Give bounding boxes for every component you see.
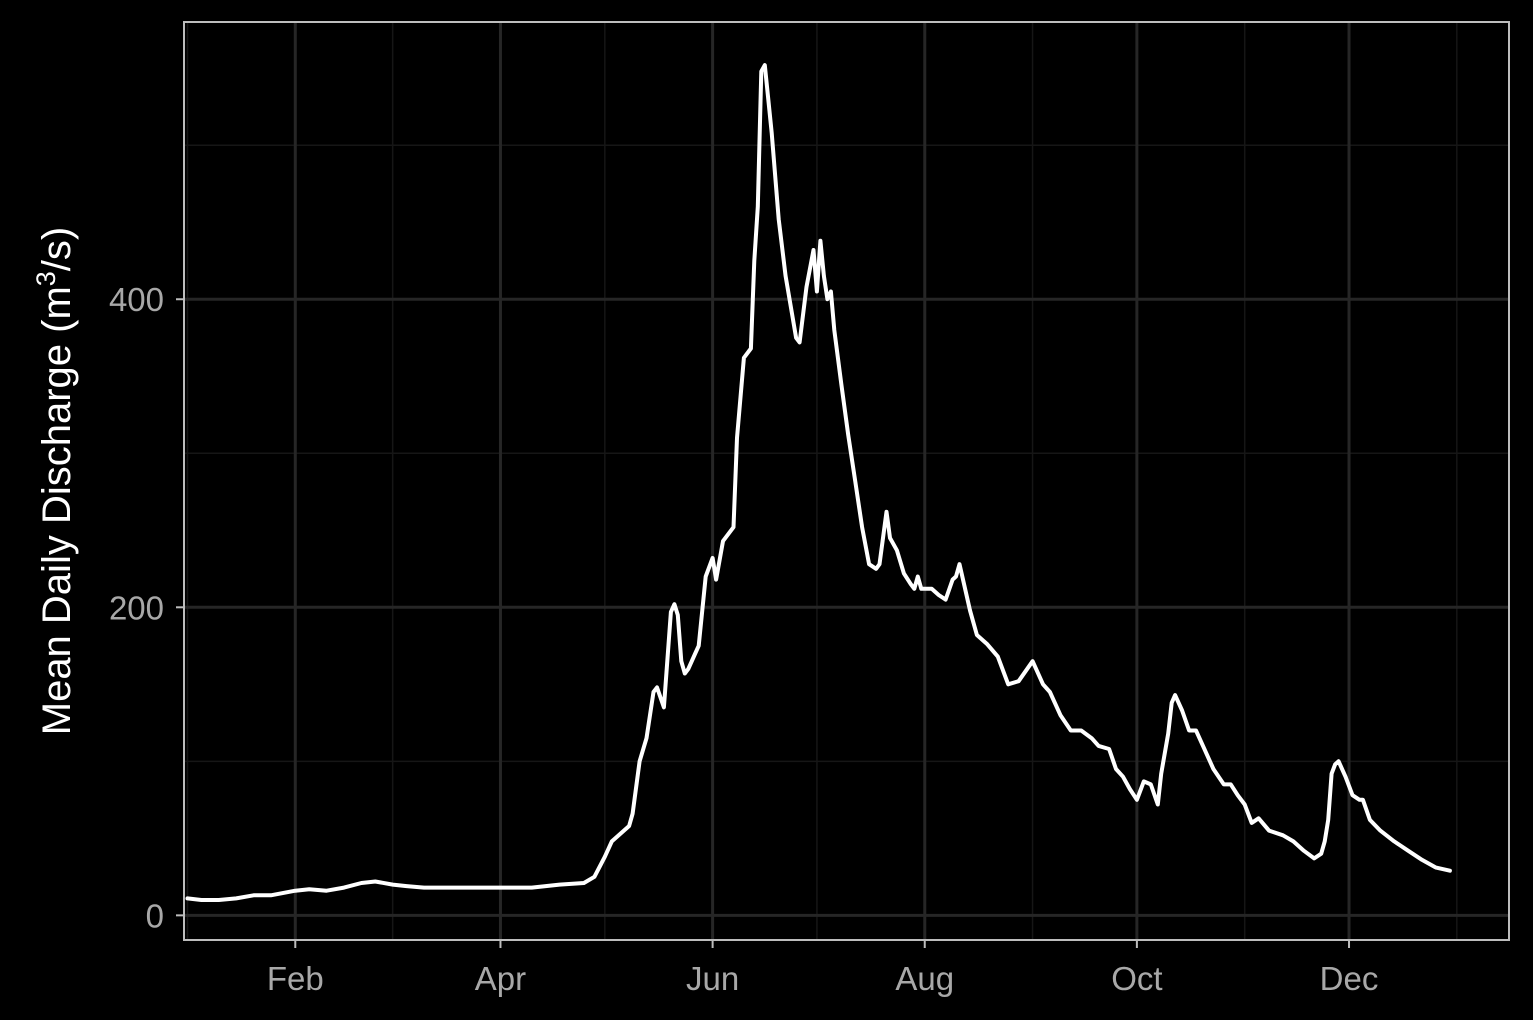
y-axis-title-prefix: Mean Daily Discharge (m <box>35 286 79 735</box>
y-axis-title-suffix: /s) <box>35 227 79 271</box>
minor-gridlines <box>184 22 1509 940</box>
x-tick-label: Feb <box>267 960 324 997</box>
x-tick-label: Jun <box>686 960 739 997</box>
x-tick-label: Oct <box>1111 960 1162 997</box>
plot-panel-border <box>183 21 1510 941</box>
y-tick-label: 200 <box>109 589 164 626</box>
y-axis: 0 200 400 <box>109 281 184 934</box>
x-tick-label: Apr <box>475 960 526 997</box>
y-axis-title: Mean Daily Discharge (m3/s) <box>31 227 79 736</box>
major-gridlines <box>184 22 1509 940</box>
x-axis: Feb Apr Jun Aug Oct Dec <box>267 940 1379 997</box>
y-tick-label: 400 <box>109 281 164 318</box>
x-tick-label: Dec <box>1320 960 1379 997</box>
x-tick-label: Aug <box>895 960 954 997</box>
y-tick-label: 0 <box>146 897 164 934</box>
discharge-series-line <box>185 63 1452 902</box>
y-axis-title-superscript: 3 <box>31 271 61 286</box>
